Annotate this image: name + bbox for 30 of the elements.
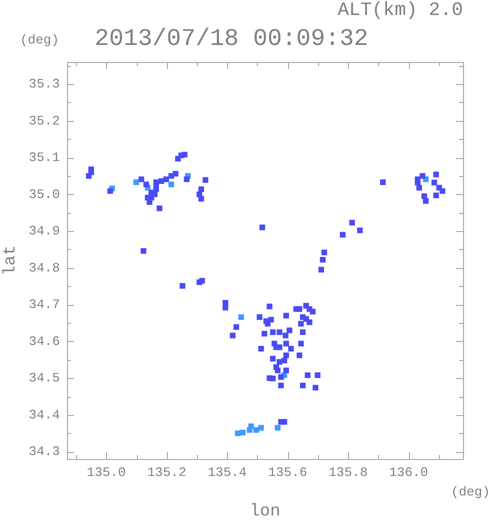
x-tick-label: 136.0: [389, 465, 428, 480]
point: [238, 314, 244, 320]
y-tick-label: 34.7: [28, 297, 60, 312]
x-tick-label: 135.8: [328, 465, 368, 480]
x-axis-title: lon: [250, 502, 280, 521]
text: (deg): [450, 484, 490, 500]
y-tick-label: 35.3: [28, 76, 60, 92]
y-tick-label: 34.5: [28, 370, 60, 386]
x-tick-label: 135.6: [268, 465, 308, 480]
y-tick-label: 34.3: [28, 444, 60, 460]
point: [168, 182, 174, 188]
y-tick-label: 34.8: [28, 260, 60, 276]
y-tick-label: 34.6: [28, 334, 60, 349]
point: [274, 424, 281, 431]
y-tick-label: 34.4: [28, 407, 60, 422]
y-tick-label: 35.1: [28, 150, 60, 166]
x-tick-label: 135.0: [86, 465, 126, 480]
y-tick-label: 35.2: [28, 113, 60, 128]
point: [240, 430, 246, 436]
chart-title: 2013/07/18 00:09:32: [94, 26, 368, 53]
x-tick-label: 135.4: [208, 465, 247, 480]
x-tick-label: 135.2: [147, 465, 186, 480]
text: ALT(km) 2.0: [338, 0, 463, 22]
text: (deg): [20, 32, 60, 48]
point: [248, 423, 254, 430]
point: [258, 424, 264, 431]
point: [133, 179, 140, 186]
y-tick-label: 34.9: [28, 224, 60, 239]
y-axis-title: lat: [2, 245, 21, 276]
y-tick-label: 35.0: [28, 186, 60, 202]
